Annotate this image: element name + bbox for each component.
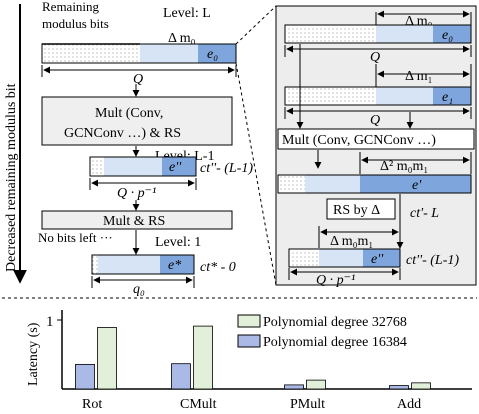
q-top-label: Q	[133, 72, 143, 87]
latency-chart: 1 Latency (s) Polynomial degree 32768 Po…	[26, 310, 472, 412]
e0-segment	[198, 44, 236, 63]
left-panel: Decreased remaining modulus bit Remainin…	[4, 0, 253, 297]
x-label-rot: Rot	[82, 397, 102, 412]
r-mult-box	[277, 128, 475, 150]
delta-m0-label: Δ m₀	[168, 31, 196, 46]
e-double-prime-label: e''	[169, 160, 182, 175]
r-delta-m1: Δ m₁	[405, 69, 433, 84]
box2-label: Mult & RS	[103, 214, 165, 229]
e0-label: e₀	[207, 47, 218, 62]
legend-swatch-32768	[237, 314, 261, 328]
r-e0-label: e₀	[442, 28, 453, 43]
r-e-prime-label: e'	[412, 178, 422, 193]
legend-label-32768: Polynomial degree 32768	[263, 315, 407, 330]
q0-label: q₀	[133, 282, 145, 297]
remaining-label-1: Remaining	[42, 0, 100, 14]
r-e0-segment	[433, 25, 471, 43]
r-q-p-label: Q · p⁻¹	[316, 273, 355, 288]
q-mid-label: Q · p⁻¹	[117, 186, 156, 201]
bars-group	[75, 325, 431, 390]
bar-rot-32768	[97, 327, 117, 390]
r-e1-label: e₁	[442, 90, 453, 105]
rs-by-delta-box	[326, 198, 396, 220]
r-e-dprime-label: e''	[371, 252, 384, 267]
right-panel: Δ m₀ e₀ Q Δ m₁ e₁ Q Mult (Conv, GCNConv …	[275, 5, 477, 288]
r-q1-label: Q	[370, 50, 380, 65]
level-top: Level: L	[163, 6, 211, 21]
e-star-label: e*	[168, 258, 181, 273]
bar-add-16384	[389, 385, 409, 390]
bar-pmult-32768	[306, 379, 326, 390]
bar-cmult-32768	[193, 325, 213, 390]
r-delta-m0m1: Δ m₀m₁	[330, 234, 373, 249]
r-mult-label: Mult (Conv, GCNConv …)	[282, 133, 436, 148]
box1-line2: GCNConv …) & RS	[64, 126, 181, 141]
x-label-cmult: CMult	[180, 397, 217, 412]
bar-cmult-16384	[171, 363, 191, 390]
zoom-connector-bottom	[235, 62, 277, 286]
y-tick-label: 1	[46, 314, 54, 330]
ct-mid-label: ct''- (L-1)	[200, 161, 253, 176]
level-bottom: Level: 1	[155, 235, 201, 250]
r-delta2: Δ² m₀m₁	[380, 159, 428, 174]
mult-rs-box-2	[41, 210, 233, 230]
bar-add-32768	[411, 382, 431, 390]
r-e-prime-segment	[360, 175, 471, 193]
r-e-dprime-segment	[363, 249, 400, 267]
mult-rs-box	[41, 96, 233, 146]
remaining-label-2: modulus bits	[42, 16, 109, 31]
rs-by-delta-label: RS by Δ	[333, 203, 380, 218]
legend-label-16384: Polynomial degree 16384	[263, 335, 407, 350]
x-label-add: Add	[397, 397, 421, 412]
r-e1-segment	[433, 87, 471, 105]
box1-line1: Mult (Conv,	[95, 106, 163, 121]
legend-swatch-16384	[237, 334, 261, 348]
ct-bottom-label: ct* - 0	[200, 260, 236, 275]
r-q2-label: Q	[370, 113, 380, 128]
side-label: Decreased remaining modulus bit	[4, 83, 19, 272]
ct-prime-label: ct'- L	[410, 206, 439, 221]
x-label-pmult: PMult	[290, 397, 325, 412]
bar-rot-16384	[75, 363, 95, 390]
no-bits-label: No bits left ···	[38, 230, 113, 245]
e-star-segment	[160, 255, 194, 274]
remaining-bits-segment	[42, 44, 140, 63]
bar-pmult-16384	[284, 384, 304, 390]
e-double-prime-segment	[162, 157, 196, 176]
y-axis-label: Latency (s)	[26, 322, 41, 386]
zoom-connector-top	[235, 5, 277, 45]
r-ct-dprime-label: ct''- (L-1)	[406, 253, 459, 268]
